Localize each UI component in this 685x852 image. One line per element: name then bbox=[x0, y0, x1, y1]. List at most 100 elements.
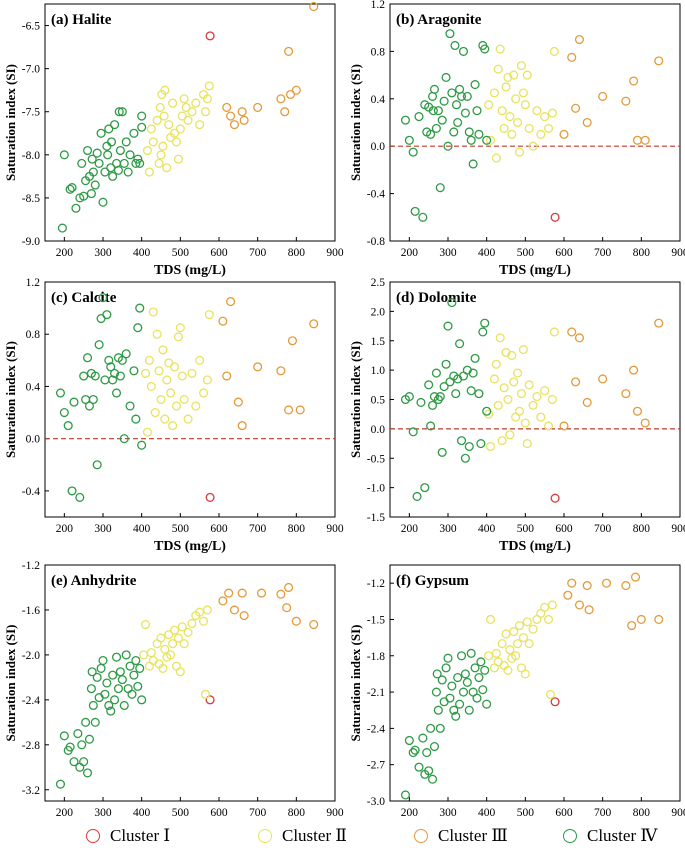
data-point bbox=[166, 650, 176, 660]
data-point bbox=[88, 167, 98, 177]
data-point bbox=[621, 581, 631, 591]
legend-label: Cluster Ⅳ bbox=[587, 826, 658, 845]
data-point bbox=[135, 663, 145, 673]
data-point bbox=[202, 94, 212, 104]
x-tick-label: 500 bbox=[517, 247, 535, 259]
data-point bbox=[443, 141, 453, 151]
data-point bbox=[507, 350, 517, 360]
data-point bbox=[158, 663, 168, 673]
plot-frame bbox=[389, 3, 681, 242]
data-point bbox=[171, 401, 182, 411]
y-tick-label: -2.1 bbox=[367, 687, 385, 699]
data-point bbox=[598, 374, 608, 384]
data-point bbox=[57, 223, 67, 233]
data-point bbox=[129, 670, 139, 680]
data-point bbox=[540, 602, 550, 612]
data-point bbox=[584, 605, 594, 615]
data-point bbox=[191, 98, 201, 108]
x-tick-label: 200 bbox=[56, 807, 74, 819]
series-cluster-iv bbox=[57, 107, 147, 233]
y-tick-label: -8.5 bbox=[22, 193, 40, 205]
data-point bbox=[148, 137, 158, 147]
data-point bbox=[218, 596, 228, 606]
data-point bbox=[156, 150, 166, 160]
x-tick-label: 200 bbox=[56, 523, 74, 535]
data-point bbox=[169, 625, 180, 635]
data-point bbox=[139, 650, 149, 660]
data-point bbox=[474, 389, 484, 399]
data-point bbox=[98, 655, 108, 666]
data-point bbox=[187, 107, 197, 117]
x-tick-label: 200 bbox=[401, 523, 419, 535]
x-tick-label: 800 bbox=[633, 247, 651, 259]
data-point bbox=[117, 107, 127, 117]
data-point bbox=[253, 102, 263, 112]
data-point bbox=[630, 572, 641, 582]
y-tick-label: -1.0 bbox=[367, 483, 385, 495]
data-point bbox=[468, 368, 478, 378]
data-point bbox=[276, 366, 286, 376]
data-point bbox=[177, 111, 187, 121]
data-point bbox=[154, 158, 164, 168]
data-point bbox=[171, 137, 182, 147]
data-point bbox=[202, 375, 212, 385]
chart-title: (c) Calcite bbox=[51, 290, 117, 306]
series-cluster-iv bbox=[55, 293, 147, 502]
data-point bbox=[179, 94, 189, 104]
data-point bbox=[567, 578, 577, 588]
data-point bbox=[90, 180, 100, 190]
data-point bbox=[520, 100, 530, 110]
data-point bbox=[102, 678, 112, 688]
y-tick-label: -1.6 bbox=[22, 605, 40, 617]
data-point bbox=[485, 614, 496, 625]
data-point bbox=[497, 639, 507, 649]
data-point bbox=[509, 627, 519, 637]
data-point bbox=[408, 147, 418, 157]
data-point bbox=[503, 665, 513, 675]
data-point bbox=[106, 706, 116, 716]
data-point bbox=[601, 578, 612, 588]
data-point bbox=[503, 72, 513, 83]
x-tick-label: 400 bbox=[478, 807, 496, 819]
plot-frame bbox=[44, 3, 336, 242]
x-tick-label: 300 bbox=[94, 523, 112, 535]
y-tick-label: -2.7 bbox=[367, 760, 385, 772]
data-point bbox=[121, 650, 131, 660]
data-point bbox=[156, 633, 166, 643]
data-point bbox=[571, 103, 581, 113]
data-point bbox=[135, 303, 145, 313]
y-tick-label: 0.0 bbox=[371, 141, 386, 153]
x-tick-label: 700 bbox=[249, 247, 267, 259]
data-point bbox=[280, 107, 290, 117]
data-point bbox=[160, 414, 170, 424]
data-point bbox=[429, 741, 440, 752]
data-point bbox=[410, 745, 420, 755]
data-point bbox=[559, 421, 569, 431]
data-point bbox=[636, 614, 646, 625]
data-point bbox=[87, 154, 97, 164]
data-point bbox=[416, 397, 426, 407]
data-point bbox=[106, 362, 116, 372]
series-cluster-iii bbox=[222, 2, 319, 130]
data-point bbox=[291, 85, 301, 95]
data-point bbox=[455, 699, 465, 709]
y-tick-label: 0.0 bbox=[371, 424, 386, 436]
data-point bbox=[71, 203, 81, 213]
data-point bbox=[146, 124, 156, 134]
data-point bbox=[117, 675, 127, 685]
data-point bbox=[501, 629, 511, 639]
data-point bbox=[489, 88, 499, 98]
data-point bbox=[543, 421, 554, 431]
data-point bbox=[497, 436, 507, 446]
data-point bbox=[84, 734, 95, 744]
y-axis-label: Saturation index (SI) bbox=[3, 341, 18, 458]
data-point bbox=[226, 297, 236, 307]
data-point bbox=[524, 639, 534, 649]
data-point bbox=[447, 681, 457, 691]
x-tick-label: 900 bbox=[671, 807, 685, 819]
data-point bbox=[86, 189, 96, 199]
data-point bbox=[629, 365, 639, 375]
series-cluster-iv bbox=[400, 298, 492, 501]
data-point bbox=[92, 672, 102, 682]
data-point bbox=[90, 371, 100, 381]
